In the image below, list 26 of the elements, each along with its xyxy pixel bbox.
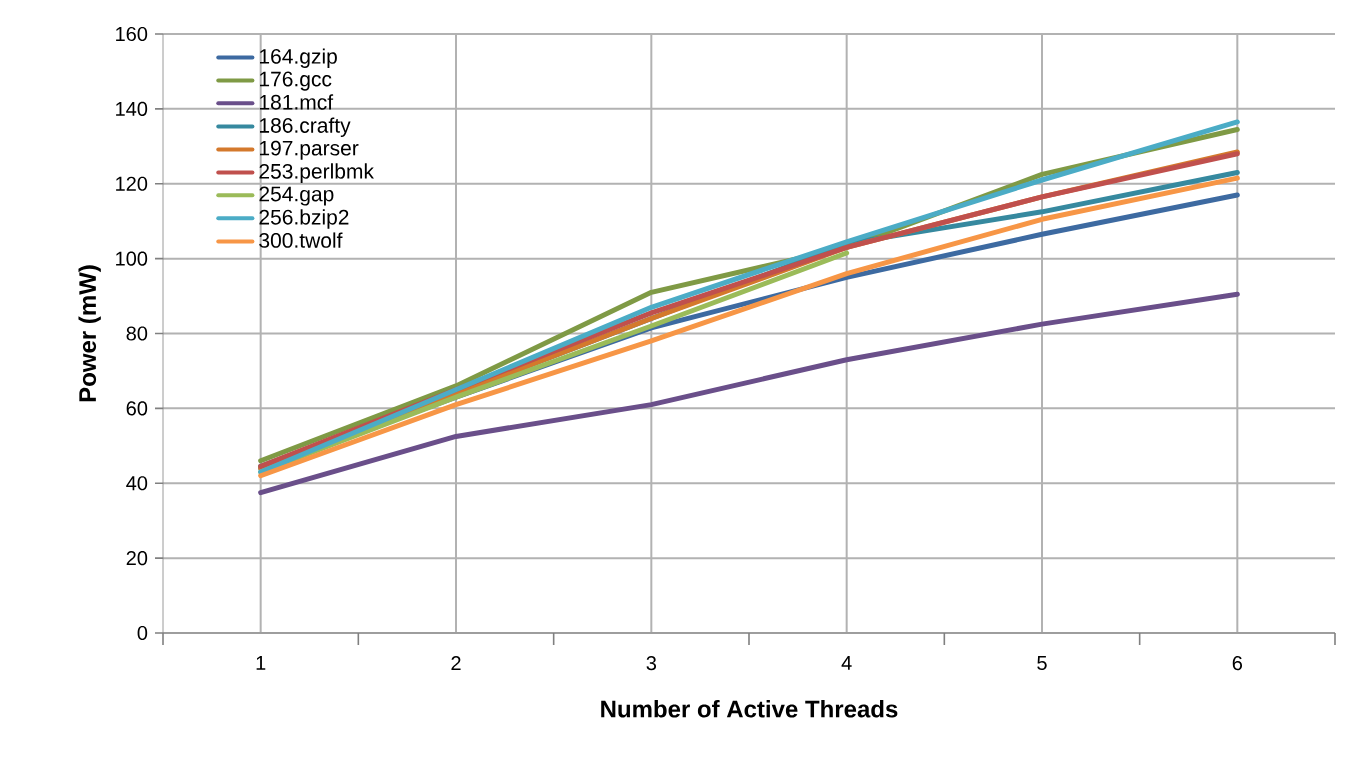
y-axis-title: Power (mW) [78, 265, 101, 402]
legend-label: 256.bzip2 [259, 209, 349, 229]
legend-label: 164.gzip [260, 48, 337, 68]
x-tick-label: 2 [451, 656, 461, 671]
legend-label: 254.gap [259, 186, 334, 206]
y-tick-label: 60 [126, 401, 148, 416]
y-tick-label: 140 [116, 101, 148, 116]
y-tick-label: 0 [137, 625, 148, 641]
x-tick-label: 3 [646, 656, 657, 671]
legend-label: 300.twolf [259, 232, 343, 248]
y-tick-label: 100 [116, 251, 148, 266]
legend-label: 253.perlbmk [259, 163, 374, 183]
legend-label: 197.parser [260, 140, 359, 160]
x-tick-label: 5 [1037, 656, 1047, 671]
x-tick-label: 4 [841, 656, 852, 670]
legend-label: 181.mcf [260, 94, 334, 110]
x-axis-title: Number of Active Threads [601, 699, 898, 718]
x-tick-label: 1 [256, 656, 266, 670]
y-tick-label: 40 [126, 476, 148, 491]
y-tick-label: 120 [116, 176, 148, 191]
legend-label: 176.gcc [260, 71, 332, 91]
y-tick-label: 160 [116, 26, 148, 42]
legend-label: 186.crafty [260, 117, 351, 138]
x-tick-label: 6 [1232, 656, 1243, 671]
y-tick-label: 80 [126, 326, 148, 341]
y-tick-label: 20 [126, 551, 148, 566]
